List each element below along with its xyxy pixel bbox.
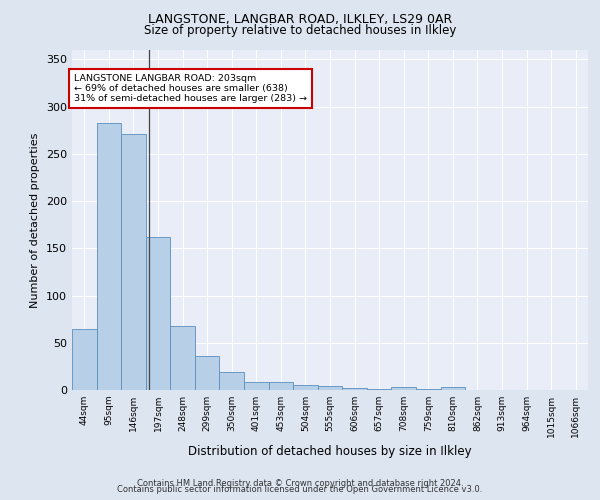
Bar xyxy=(97,122,121,390)
Bar xyxy=(416,389,440,390)
Text: Contains public sector information licensed under the Open Government Licence v3: Contains public sector information licen… xyxy=(118,485,482,494)
Bar xyxy=(391,387,416,390)
Bar xyxy=(367,389,391,390)
Bar xyxy=(269,382,293,390)
Text: Size of property relative to detached houses in Ilkley: Size of property relative to detached ho… xyxy=(144,24,456,37)
Bar xyxy=(72,328,97,390)
Text: LANGSTONE, LANGBAR ROAD, ILKLEY, LS29 0AR: LANGSTONE, LANGBAR ROAD, ILKLEY, LS29 0A… xyxy=(148,12,452,26)
Bar xyxy=(195,356,220,390)
Text: LANGSTONE LANGBAR ROAD: 203sqm
← 69% of detached houses are smaller (638)
31% of: LANGSTONE LANGBAR ROAD: 203sqm ← 69% of … xyxy=(74,74,307,104)
Text: Contains HM Land Registry data © Crown copyright and database right 2024.: Contains HM Land Registry data © Crown c… xyxy=(137,478,463,488)
Bar xyxy=(121,134,146,390)
Bar xyxy=(293,386,318,390)
Bar xyxy=(220,372,244,390)
Bar xyxy=(146,237,170,390)
Bar xyxy=(342,388,367,390)
Bar xyxy=(170,326,195,390)
Bar xyxy=(440,387,465,390)
Bar xyxy=(244,382,269,390)
X-axis label: Distribution of detached houses by size in Ilkley: Distribution of detached houses by size … xyxy=(188,446,472,458)
Bar xyxy=(318,386,342,390)
Y-axis label: Number of detached properties: Number of detached properties xyxy=(31,132,40,308)
